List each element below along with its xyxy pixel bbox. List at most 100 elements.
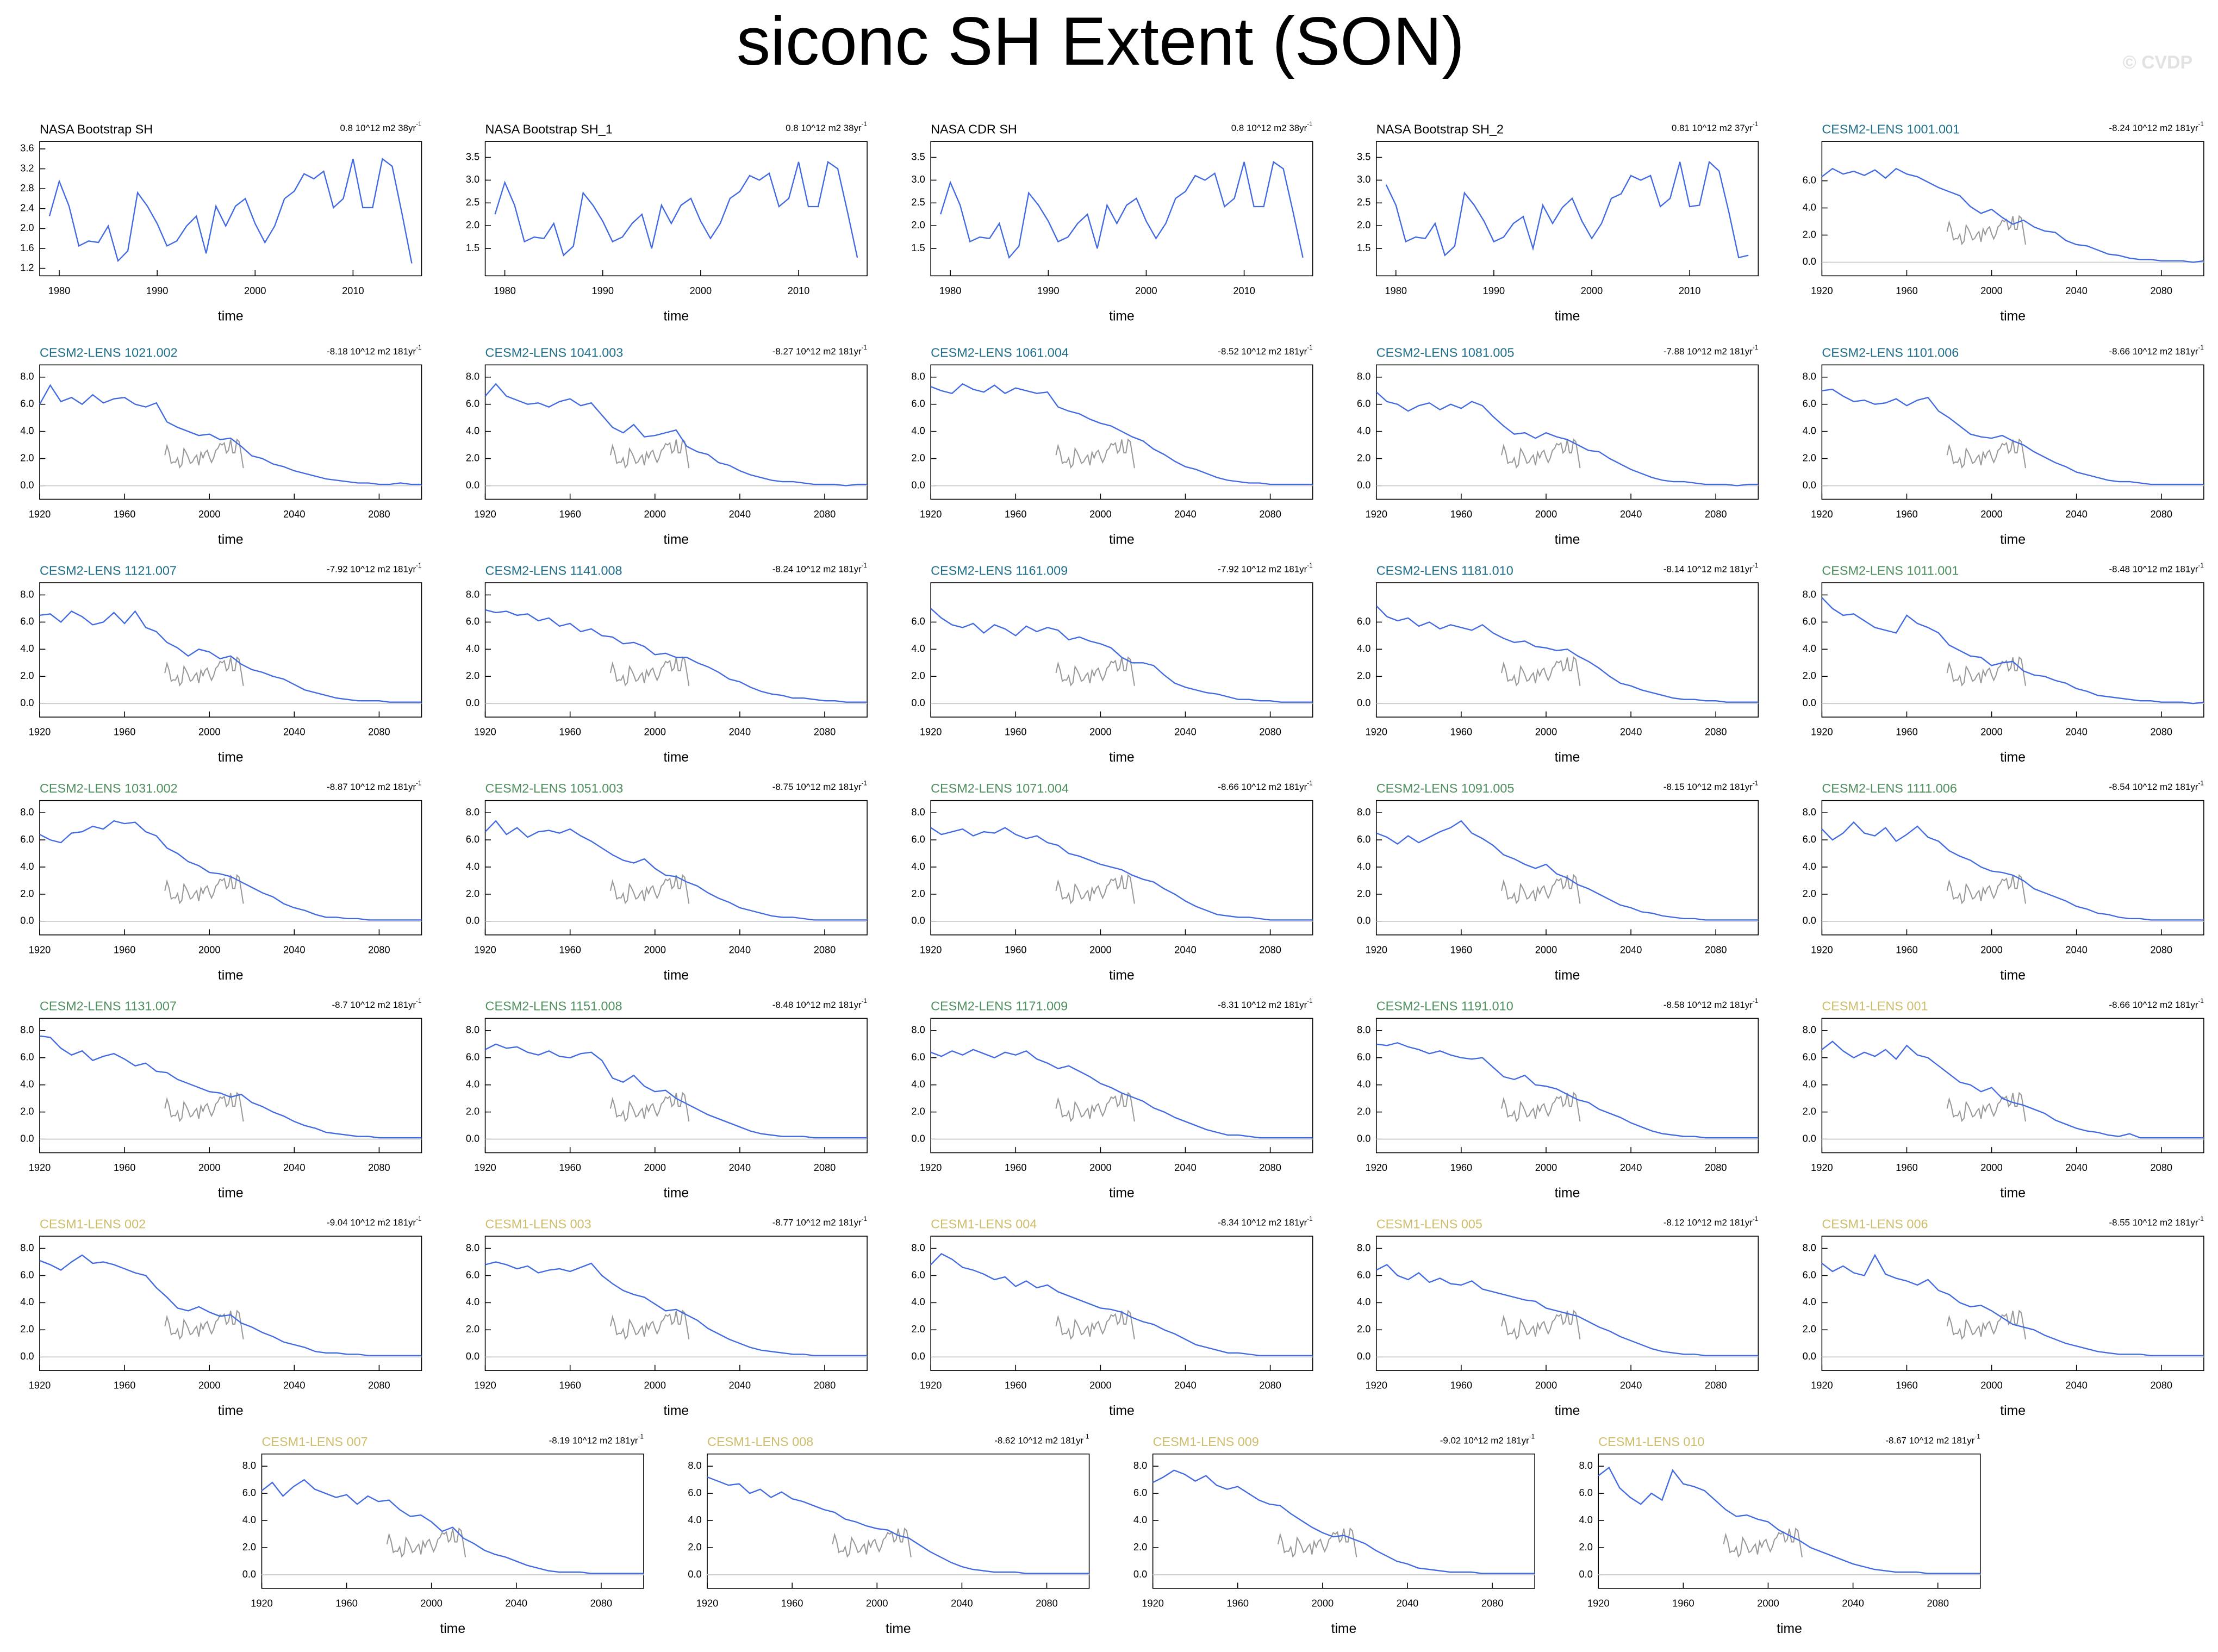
y-tick-label: 4.0 <box>466 1296 479 1307</box>
panel: CESM2-LENS 1161.009 -7.92 10^12 m2 181yr-… <box>911 562 1313 765</box>
trend-label: -8.12 10^12 m2 181yr-1 <box>1663 1215 1758 1228</box>
x-tick-label: 2000 <box>1581 285 1603 296</box>
x-tick-label: 2040 <box>1174 727 1197 738</box>
panel-title: CESM2-LENS 1191.010 <box>1376 999 1513 1013</box>
x-tick-label: 2000 <box>1089 944 1112 955</box>
y-tick-label: 6.0 <box>1803 398 1816 409</box>
observed-line <box>1946 1310 2027 1340</box>
trend-exponent: -1 <box>1753 562 1758 569</box>
y-tick-label: 8.0 <box>1803 371 1816 382</box>
panel: CESM1-LENS 008 -8.62 10^12 m2 181yr-1 time… <box>688 1433 1090 1636</box>
series-line <box>39 1254 422 1356</box>
series-line <box>39 820 422 921</box>
x-tick-label: 1920 <box>29 509 51 520</box>
x-tick-label: 2040 <box>729 944 751 955</box>
panel: CESM1-LENS 010 -8.67 10^12 m2 181yr-1 time… <box>1579 1433 1981 1636</box>
x-tick-label: 2040 <box>1174 509 1197 520</box>
x-tick-label: 2080 <box>2151 944 2173 955</box>
plot-frame <box>1152 1453 1535 1589</box>
y-tick-label: 0.0 <box>466 915 479 926</box>
x-tick-label: 2000 <box>690 285 712 296</box>
plot-frame <box>930 1236 1313 1372</box>
y-tick-label: 0.0 <box>20 1133 34 1144</box>
trend-exponent: -1 <box>1753 1215 1758 1223</box>
plot-frame <box>39 364 422 500</box>
y-tick-label: 0.0 <box>1357 479 1370 490</box>
x-tick-label: 2080 <box>368 944 390 955</box>
y-tick-label: 2.0 <box>1803 1324 1816 1335</box>
x-tick-label: 2040 <box>951 1598 973 1609</box>
x-axis-label: time <box>2000 968 2026 983</box>
y-tick-label: 6.0 <box>466 398 479 409</box>
x-tick-label: 1960 <box>1896 509 1918 520</box>
observed-line <box>164 438 244 469</box>
panel-title: CESM2-LENS 1051.003 <box>485 781 624 795</box>
panel: NASA Bootstrap SH_1 0.8 10^12 m2 38yr-1 ti… <box>466 121 868 323</box>
x-axis-label: time <box>1555 1404 1580 1418</box>
x-tick-label: 1960 <box>1672 1598 1694 1609</box>
y-tick-label: 8.0 <box>911 1025 925 1036</box>
x-tick-label: 1960 <box>559 944 581 955</box>
x-tick-label: 2040 <box>2065 944 2088 955</box>
plot-frame <box>1375 800 1759 936</box>
x-tick-label: 2080 <box>1705 509 1727 520</box>
y-tick-label: 2.0 <box>1579 1542 1593 1553</box>
trend-text: -8.55 10^12 m2 181yr <box>2109 1218 2198 1228</box>
trend-label: -8.31 10^12 m2 181yr-1 <box>1218 998 1312 1010</box>
trend-label: -8.19 10^12 m2 181yr-1 <box>549 1433 644 1446</box>
trend-exponent: -1 <box>1307 562 1312 569</box>
panel: NASA Bootstrap SH_2 0.81 10^12 m2 37yr-1 t… <box>1357 121 1759 323</box>
observed-line <box>1501 874 1581 905</box>
y-tick-label: 2.0 <box>1357 1324 1370 1335</box>
x-tick-label: 1920 <box>1811 944 1833 955</box>
panel-title: CESM2-LENS 1131.007 <box>40 999 177 1013</box>
trend-text: -8.62 10^12 m2 181yr <box>994 1436 1083 1446</box>
panel: CESM2-LENS 1011.001 -8.48 10^12 m2 181yr-… <box>1803 562 2204 765</box>
y-tick-label: 3.0 <box>466 174 479 185</box>
x-axis-label: time <box>2000 1404 2026 1418</box>
y-tick-label: 8.0 <box>466 589 479 600</box>
observed-line <box>1946 215 2027 246</box>
plot-frame <box>39 1018 422 1154</box>
trend-exponent: -1 <box>2198 1215 2203 1223</box>
trend-label: -7.88 10^12 m2 181yr-1 <box>1663 344 1758 357</box>
y-tick-label: 4.0 <box>911 1296 925 1307</box>
x-tick-label: 1960 <box>114 1380 135 1391</box>
panel-title: CESM2-LENS 1081.005 <box>1376 346 1515 360</box>
observed-line <box>1055 874 1135 905</box>
x-tick-label: 1980 <box>494 285 516 296</box>
series-line <box>1376 1042 1759 1139</box>
y-tick-label: 4.0 <box>20 425 34 436</box>
x-tick-label: 2080 <box>1481 1598 1504 1609</box>
y-tick-label: 0.0 <box>1133 1569 1147 1580</box>
x-tick-label: 1920 <box>1366 1380 1388 1391</box>
trend-label: -8.67 10^12 m2 181yr-1 <box>1885 1433 1980 1446</box>
plot-frame <box>1375 364 1759 500</box>
x-tick-label: 1960 <box>1896 1162 1918 1173</box>
plot-frame <box>1375 1018 1759 1154</box>
y-tick-label: 8.0 <box>466 371 479 382</box>
y-tick-label: 8.0 <box>1357 1242 1370 1253</box>
trend-exponent: -1 <box>1974 1433 1980 1441</box>
y-tick-label: 0.0 <box>1803 915 1816 926</box>
x-axis-label: time <box>2000 750 2026 765</box>
y-tick-label: 6.0 <box>242 1487 256 1498</box>
x-tick-label: 2040 <box>283 1162 306 1173</box>
trend-exponent: -1 <box>1307 780 1312 787</box>
y-tick-label: 6.0 <box>1357 1052 1370 1063</box>
observed-line <box>164 1092 244 1123</box>
y-tick-label: 8.0 <box>20 589 34 600</box>
x-tick-label: 2080 <box>2151 1380 2173 1391</box>
panel: CESM2-LENS 1031.002 -8.87 10^12 m2 181yr-… <box>20 780 422 983</box>
x-axis-label: time <box>886 1622 911 1636</box>
x-tick-label: 1960 <box>1450 1162 1473 1173</box>
plot-frame <box>484 364 868 500</box>
trend-label: -8.18 10^12 m2 181yr-1 <box>327 344 421 357</box>
x-axis-label: time <box>1777 1622 1802 1636</box>
trend-exponent: -1 <box>1753 780 1758 787</box>
trend-text: -8.67 10^12 m2 181yr <box>1885 1436 1974 1446</box>
x-axis-label: time <box>1555 750 1580 765</box>
panel: CESM2-LENS 1021.002 -8.18 10^12 m2 181yr-… <box>20 344 422 547</box>
x-tick-label: 1960 <box>1005 944 1027 955</box>
y-tick-label: 3.5 <box>1357 151 1370 162</box>
